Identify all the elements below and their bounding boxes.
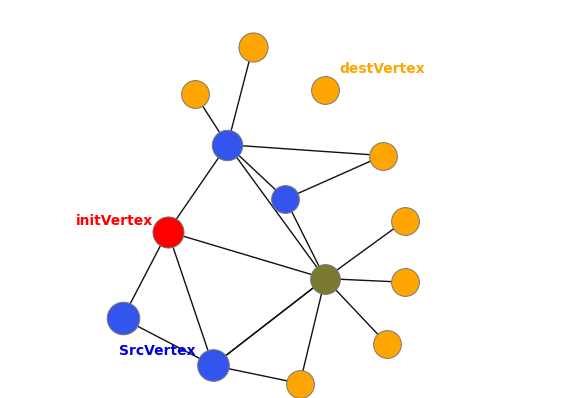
Point bbox=[118, 315, 127, 322]
Point bbox=[223, 142, 232, 148]
Point bbox=[382, 341, 391, 347]
Text: initVertex: initVertex bbox=[76, 214, 153, 228]
Text: SrcVertex: SrcVertex bbox=[119, 344, 195, 358]
Point bbox=[379, 152, 388, 159]
Point bbox=[248, 44, 257, 50]
Point bbox=[209, 362, 218, 369]
Point bbox=[400, 218, 409, 224]
Point bbox=[190, 91, 199, 97]
Point bbox=[400, 279, 409, 285]
Point bbox=[281, 196, 290, 202]
Point bbox=[295, 380, 305, 387]
Point bbox=[321, 87, 330, 94]
Point bbox=[321, 275, 330, 282]
Point bbox=[163, 228, 172, 235]
Text: destVertex: destVertex bbox=[340, 62, 425, 76]
